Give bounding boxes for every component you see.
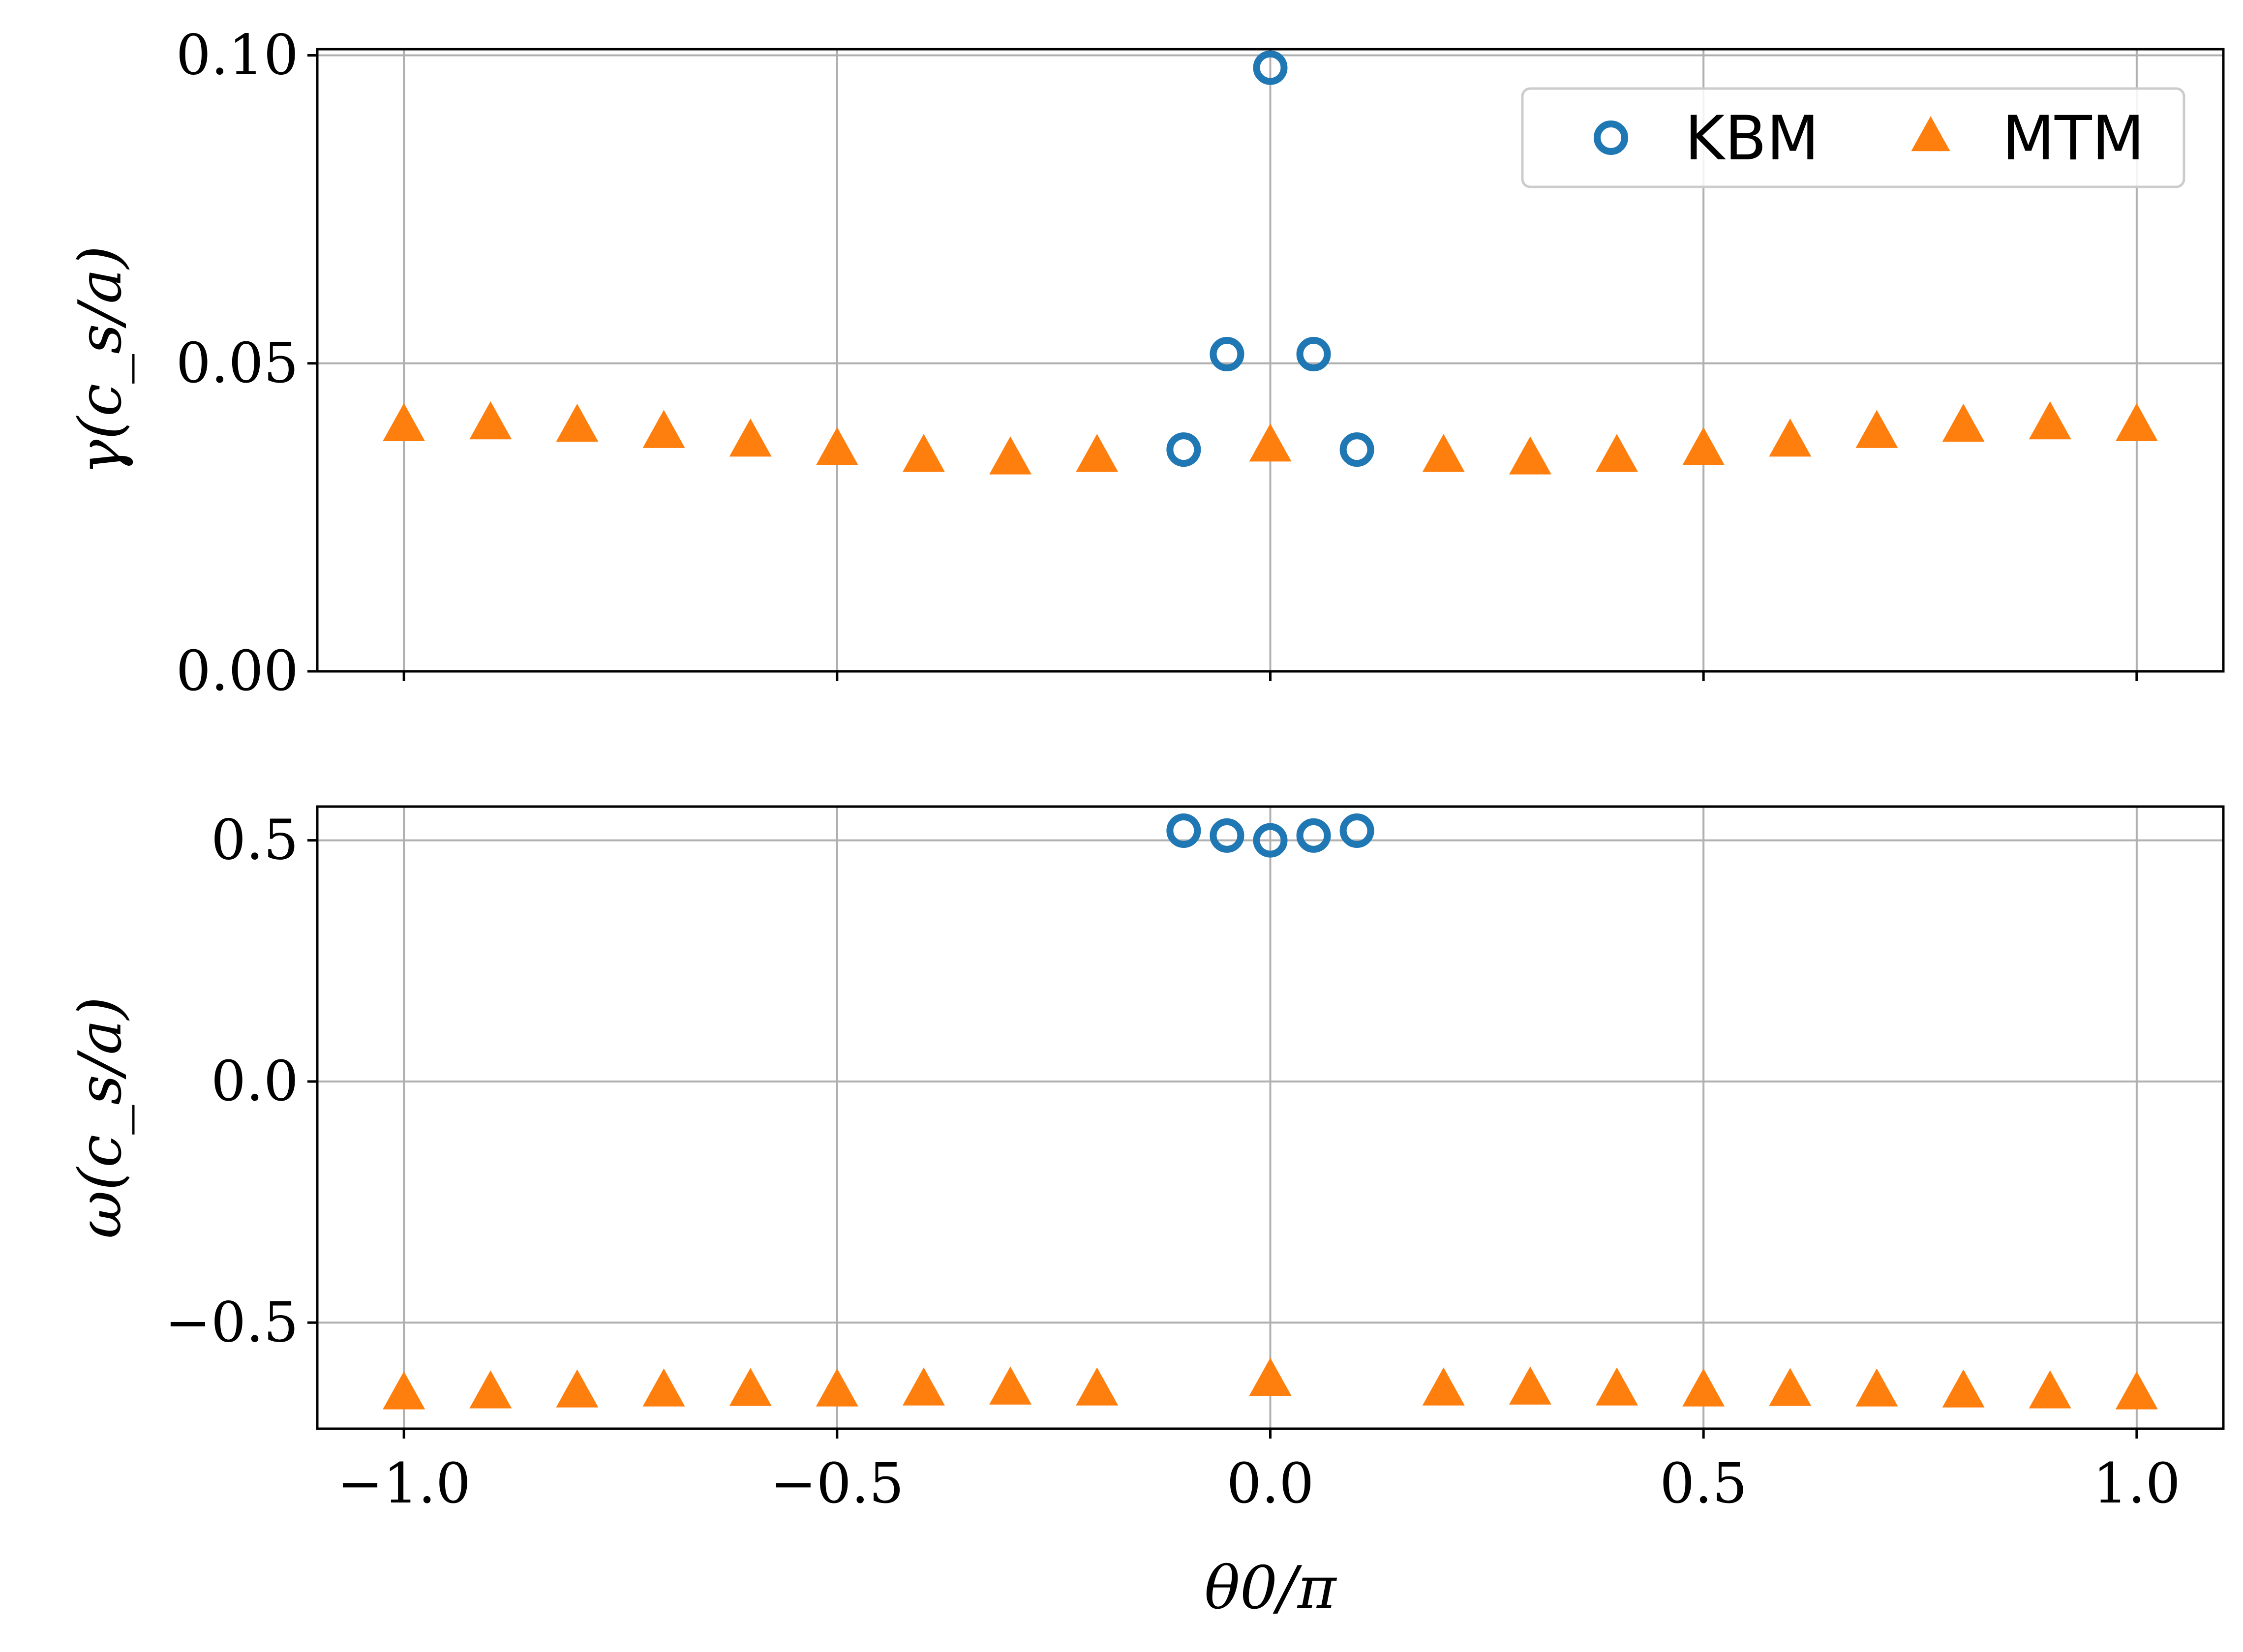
mtm-point	[1509, 1366, 1551, 1405]
mtm-point	[1682, 427, 1725, 465]
mtm-point	[1422, 1367, 1465, 1406]
mtm-point	[1769, 1368, 1812, 1406]
mtm-point	[2029, 401, 2071, 440]
mtm-point	[989, 1366, 1032, 1405]
mtm-point	[1855, 1368, 1898, 1407]
mtm-point	[1769, 418, 1812, 457]
y-tick-label: 0.5	[211, 809, 299, 872]
y-tick-label: −0.5	[165, 1291, 299, 1354]
y-tick-label: 0.0	[211, 1050, 299, 1113]
mtm-point	[729, 418, 772, 457]
mtm-point	[1942, 1369, 1985, 1408]
mtm-point	[816, 1368, 858, 1407]
x-tick-label: 1.0	[2093, 1452, 2181, 1516]
mtm-point	[556, 1369, 599, 1408]
mtm-point	[1855, 410, 1898, 448]
mtm-point	[2115, 1371, 2158, 1410]
legend-mtm-label: MTM	[2002, 103, 2145, 174]
kbm-point	[1210, 818, 1244, 853]
mtm-point	[1249, 423, 1292, 462]
mtm-point	[989, 436, 1032, 475]
kbm-point	[1339, 432, 1374, 467]
kbm-point	[1253, 50, 1288, 85]
legend-mtm-marker	[1911, 116, 1950, 151]
legend-kbm-label: KBM	[1685, 103, 1819, 174]
mtm-point	[902, 434, 945, 472]
mtm-point	[469, 1370, 512, 1409]
y-axis-label: ω(c_s/a)	[66, 996, 135, 1238]
y-tick-label: 0.00	[176, 639, 299, 703]
mtm-point	[729, 1368, 772, 1406]
kbm-point	[1296, 336, 1331, 371]
mtm-point	[1942, 403, 1985, 442]
x-tick-label: −1.0	[337, 1452, 471, 1516]
mtm-point	[816, 427, 858, 465]
top-panel: 0.00 0.05 0.10 γ(c_s/a) KBM MTM	[66, 24, 2225, 703]
x-tick-label: 0.0	[1226, 1452, 1314, 1516]
kbm-point	[1166, 813, 1201, 848]
kbm-point	[1253, 823, 1288, 858]
mtm-point	[1596, 1367, 1638, 1406]
mtm-point	[1076, 1367, 1119, 1406]
mtm-point	[383, 403, 425, 442]
x-tick-label: −0.5	[770, 1452, 904, 1516]
kbm-point	[1339, 813, 1374, 848]
x-tick-label: 0.5	[1660, 1452, 1747, 1516]
mtm-point	[1682, 1368, 1725, 1407]
y-tick-label: 0.05	[176, 331, 299, 395]
mtm-point	[1422, 434, 1465, 472]
legend-kbm-marker	[1594, 120, 1628, 155]
kbm-point	[1210, 336, 1244, 371]
mtm-point	[556, 403, 599, 442]
kbm-point	[1296, 818, 1331, 853]
legend: KBM MTM	[1521, 87, 2185, 188]
y-tick-label: 0.10	[176, 24, 299, 88]
mtm-point	[1509, 436, 1551, 475]
mtm-point	[642, 410, 685, 448]
mtm-point	[1596, 434, 1638, 472]
mtm-point	[383, 1371, 425, 1410]
bottom-panel: −0.5 0.0 0.5 −1.0 −0.5 0.0 0.5 1.0 ω(c_s/a) θ0/π	[66, 805, 2225, 1622]
mtm-point	[1249, 1357, 1292, 1396]
mtm-point	[2115, 403, 2158, 442]
mtm-point	[902, 1367, 945, 1406]
x-axis-label: θ0/π	[1205, 1554, 1337, 1622]
mtm-point	[642, 1368, 685, 1407]
mtm-point	[2029, 1370, 2071, 1409]
kbm-point	[1166, 432, 1201, 467]
legend-box	[1521, 87, 2185, 188]
mtm-point	[469, 401, 512, 440]
mtm-point	[1076, 434, 1119, 472]
y-axis-label: γ(c_s/a)	[66, 245, 135, 475]
